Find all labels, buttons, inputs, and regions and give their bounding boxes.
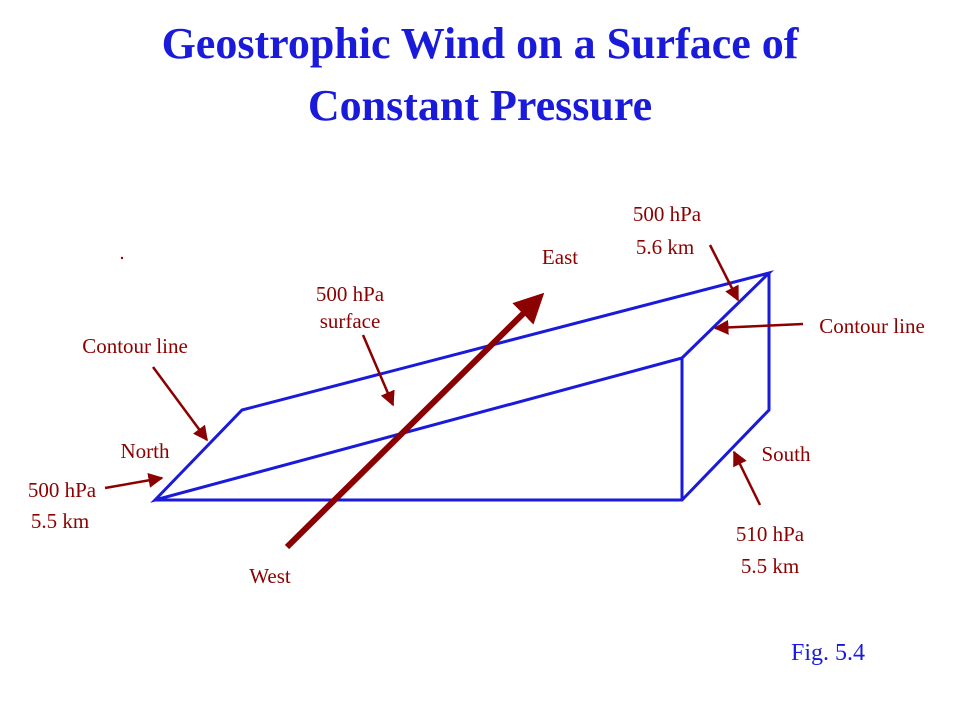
label: 5.5 km	[31, 509, 89, 533]
label: 500 hPa	[633, 202, 702, 226]
label: 500 hPa	[28, 478, 97, 502]
title-line: Geostrophic Wind on a Surface of	[162, 19, 800, 68]
label: 5.6 km	[636, 235, 694, 259]
labels: East West North South Contour line Conto…	[28, 202, 925, 588]
label: South	[761, 442, 811, 466]
label: 500 hPa	[316, 282, 385, 306]
label: 5.5 km	[741, 554, 799, 578]
pointer-arrows	[104, 244, 804, 506]
label: Contour line	[82, 334, 188, 358]
label: 510 hPa	[736, 522, 805, 546]
box	[150, 270, 775, 503]
label: North	[121, 439, 170, 463]
label: West	[249, 564, 291, 588]
label: surface	[320, 309, 381, 333]
wind-arrow	[284, 292, 545, 550]
caption: Fig. 5.4	[791, 640, 865, 666]
title-line: Constant Pressure	[308, 81, 652, 130]
label: East	[542, 245, 578, 269]
dot	[120, 256, 124, 260]
label: Contour line	[819, 314, 925, 338]
